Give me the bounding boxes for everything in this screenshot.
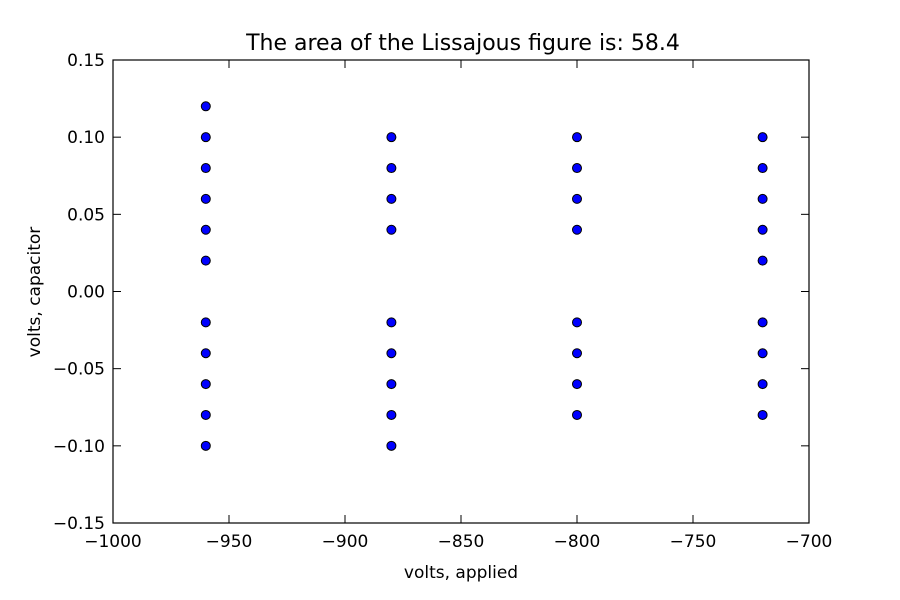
chart-title: The area of the Lissajous figure is: 58.… bbox=[245, 31, 680, 56]
data-point bbox=[572, 409, 582, 420]
x-axis: −1000 −950 −900 −850 −800 −750 −700 bbox=[84, 60, 832, 552]
data-point bbox=[386, 379, 397, 390]
x-tick-label: −1000 bbox=[84, 532, 142, 552]
data-point bbox=[572, 317, 582, 328]
x-tick-label: −800 bbox=[554, 532, 601, 552]
y-tick-label: −0.15 bbox=[53, 514, 105, 534]
data-point bbox=[200, 317, 211, 328]
data-point bbox=[200, 193, 211, 204]
data-point bbox=[200, 379, 211, 390]
y-tick-label: −0.10 bbox=[53, 437, 105, 457]
data-point bbox=[757, 409, 768, 420]
x-tick-label: −700 bbox=[786, 532, 833, 552]
data-point bbox=[757, 348, 768, 359]
y-axis: −0.15 −0.10 −0.05 0.00 0.05 0.10 0.15 bbox=[53, 51, 809, 534]
data-point bbox=[386, 193, 397, 204]
data-point bbox=[200, 348, 211, 359]
y-tick-label: 0.15 bbox=[67, 51, 105, 71]
data-point bbox=[572, 132, 582, 143]
y-tick-label: −0.05 bbox=[53, 360, 105, 380]
data-point bbox=[386, 163, 397, 174]
x-tick-label: −950 bbox=[206, 532, 253, 552]
data-point bbox=[572, 348, 582, 359]
data-point bbox=[572, 163, 582, 174]
data-point bbox=[757, 255, 768, 266]
data-point bbox=[200, 224, 211, 235]
data-point bbox=[386, 440, 397, 451]
data-points bbox=[200, 101, 768, 451]
data-point bbox=[200, 163, 211, 174]
data-point bbox=[572, 224, 582, 235]
data-point bbox=[200, 255, 211, 266]
data-point bbox=[572, 193, 582, 204]
y-tick-label: 0.05 bbox=[67, 205, 105, 225]
data-point bbox=[572, 379, 582, 390]
data-point bbox=[386, 348, 397, 359]
data-point bbox=[386, 224, 397, 235]
data-point bbox=[200, 101, 211, 112]
y-axis-label: volts, capacitor bbox=[25, 227, 45, 358]
data-point bbox=[757, 163, 768, 174]
data-point bbox=[386, 409, 397, 420]
y-tick-label: 0.00 bbox=[67, 283, 105, 303]
data-point bbox=[200, 409, 211, 420]
data-point bbox=[757, 193, 768, 204]
x-tick-label: −900 bbox=[322, 532, 369, 552]
data-point bbox=[386, 317, 397, 328]
data-point bbox=[200, 132, 211, 143]
x-axis-label: volts, applied bbox=[404, 563, 518, 583]
data-point bbox=[386, 132, 397, 143]
data-point bbox=[757, 317, 768, 328]
x-tick-label: −750 bbox=[670, 532, 717, 552]
x-tick-label: −850 bbox=[438, 532, 485, 552]
plot-area bbox=[112, 59, 810, 524]
data-point bbox=[200, 440, 211, 451]
data-point bbox=[757, 379, 768, 390]
data-point bbox=[757, 224, 768, 235]
data-point bbox=[757, 132, 768, 143]
y-tick-label: 0.10 bbox=[67, 128, 105, 148]
